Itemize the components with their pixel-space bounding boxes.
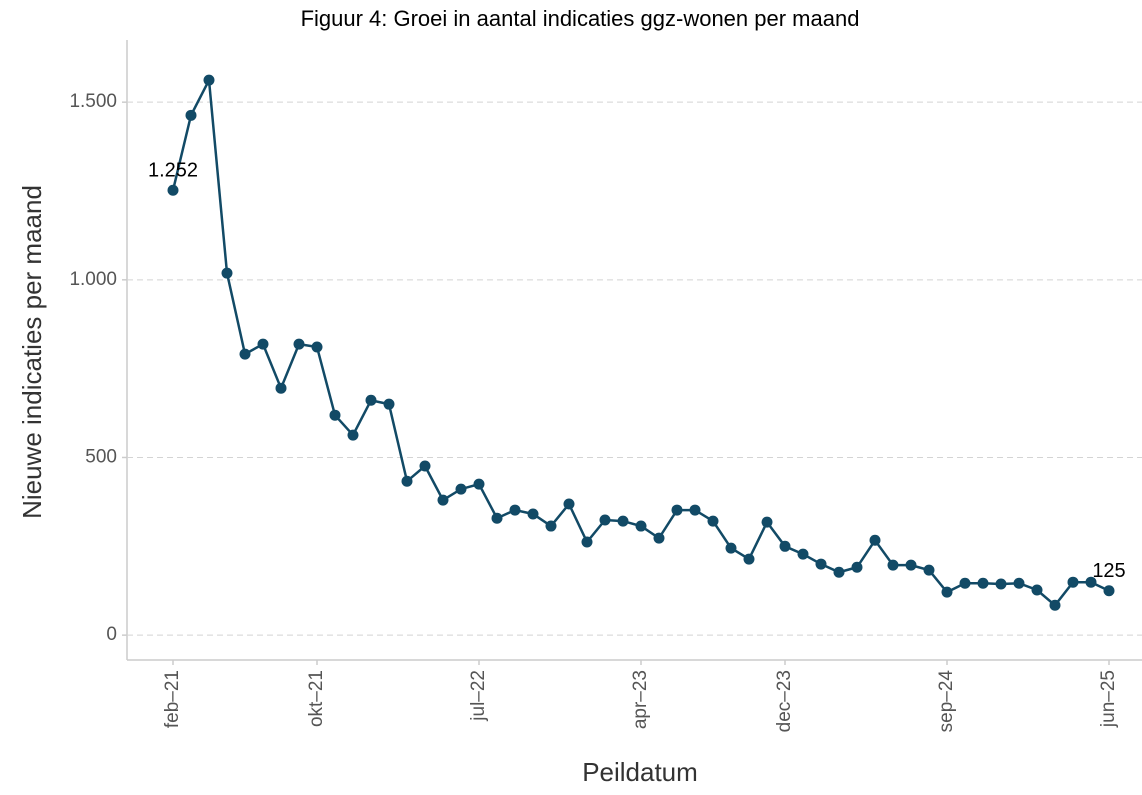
point — [437, 494, 449, 506]
point — [203, 74, 215, 86]
point — [1103, 585, 1115, 597]
point — [797, 548, 809, 560]
point — [761, 516, 773, 528]
x-axis-label: Peildatum — [582, 757, 698, 787]
y-tick-label: 0 — [106, 624, 117, 645]
point — [851, 561, 863, 573]
point — [1085, 576, 1097, 588]
point — [923, 564, 935, 576]
point — [329, 409, 341, 421]
point — [743, 553, 755, 565]
x-tick-label: jul–22 — [468, 670, 489, 722]
y-tick-label: 1.500 — [69, 91, 117, 112]
point — [455, 483, 467, 495]
x-tick-label: sep–24 — [936, 670, 957, 733]
data-label: 125 — [1092, 560, 1125, 582]
point — [977, 577, 989, 589]
x-tick-label: feb–21 — [162, 670, 183, 728]
point — [887, 559, 899, 571]
point — [365, 394, 377, 406]
point — [1013, 577, 1025, 589]
y-tick-label: 500 — [85, 446, 117, 467]
point — [707, 515, 719, 527]
point — [815, 558, 827, 570]
point — [617, 515, 629, 527]
point — [311, 341, 323, 353]
point — [725, 542, 737, 554]
point — [1049, 599, 1061, 611]
point — [581, 536, 593, 548]
point — [221, 267, 233, 279]
point — [869, 534, 881, 546]
point — [293, 338, 305, 350]
data-label: 1.252 — [148, 160, 198, 182]
point — [239, 348, 251, 360]
point — [401, 475, 413, 487]
point — [383, 398, 395, 410]
point — [275, 382, 287, 394]
point — [509, 504, 521, 516]
x-tick-label: apr–23 — [630, 670, 651, 729]
point — [689, 504, 701, 516]
point — [527, 508, 539, 520]
point — [347, 429, 359, 441]
point — [545, 520, 557, 532]
point — [905, 559, 917, 571]
point — [1031, 584, 1043, 596]
point — [779, 540, 791, 552]
point — [185, 109, 197, 121]
point — [491, 512, 503, 524]
point — [833, 566, 845, 578]
point — [257, 338, 269, 350]
point — [563, 498, 575, 510]
x-tick-label: okt–21 — [306, 670, 327, 727]
point — [167, 184, 179, 196]
x-tick-label: dec–23 — [774, 670, 795, 732]
point — [1067, 576, 1079, 588]
point — [995, 578, 1007, 590]
point — [419, 460, 431, 472]
y-axis-label: Nieuwe indicaties per maand — [17, 185, 47, 519]
x-tick-label: jun–25 — [1098, 670, 1119, 728]
point — [941, 586, 953, 598]
point — [959, 577, 971, 589]
y-tick-label: 1.000 — [69, 269, 117, 290]
point — [599, 514, 611, 526]
point — [635, 520, 647, 532]
point — [653, 532, 665, 544]
chart-title: Figuur 4: Groei in aantal indicaties ggz… — [301, 6, 860, 31]
point — [671, 504, 683, 516]
point — [473, 478, 485, 490]
